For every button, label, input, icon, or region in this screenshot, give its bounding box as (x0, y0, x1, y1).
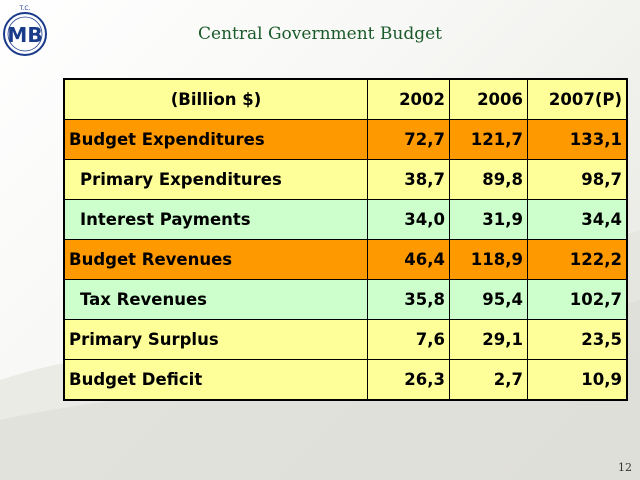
row-label: Tax Revenues (63, 279, 368, 320)
header-2007: 2007(P) (527, 78, 628, 120)
cell-2006: 2,7 (449, 359, 528, 401)
central-bank-logo: T.C. MB (2, 2, 48, 62)
row-label: Budget Revenues (63, 239, 368, 280)
cell-2007: 98,7 (527, 159, 628, 200)
table-row: Primary Expenditures 38,7 89,8 98,7 (63, 159, 628, 200)
row-label: Interest Payments (63, 199, 368, 240)
cell-2007: 34,4 (527, 199, 628, 240)
header-2002: 2002 (367, 78, 450, 120)
slide-title: Central Government Budget (198, 24, 442, 44)
table-row: Primary Surplus 7,6 29,1 23,5 (63, 319, 628, 360)
logo-top-text: T.C. (19, 5, 31, 12)
cell-2002: 38,7 (367, 159, 450, 200)
cell-2002: 46,4 (367, 239, 450, 280)
cell-2007: 10,9 (527, 359, 628, 401)
cell-2007: 23,5 (527, 319, 628, 360)
cell-2002: 72,7 (367, 119, 450, 160)
cell-2007: 102,7 (527, 279, 628, 320)
page-number: 12 (618, 461, 632, 474)
row-label: Budget Deficit (63, 359, 368, 401)
cell-2007: 122,2 (527, 239, 628, 280)
budget-table: (Billion $) 2002 2006 2007(P) Budget Exp… (63, 78, 628, 401)
cell-2006: 121,7 (449, 119, 528, 160)
row-label: Budget Expenditures (63, 119, 368, 160)
cell-2002: 7,6 (367, 319, 450, 360)
table-row: Budget Expenditures 72,7 121,7 133,1 (63, 119, 628, 160)
table-row: Budget Deficit 26,3 2,7 10,9 (63, 359, 628, 401)
table-header-row: (Billion $) 2002 2006 2007(P) (63, 78, 628, 120)
cell-2006: 89,8 (449, 159, 528, 200)
header-label: (Billion $) (63, 78, 368, 120)
row-label: Primary Surplus (63, 319, 368, 360)
cell-2007: 133,1 (527, 119, 628, 160)
cell-2002: 34,0 (367, 199, 450, 240)
row-label: Primary Expenditures (63, 159, 368, 200)
table-row: Budget Revenues 46,4 118,9 122,2 (63, 239, 628, 280)
header-2006: 2006 (449, 78, 528, 120)
cell-2002: 26,3 (367, 359, 450, 401)
cell-2006: 95,4 (449, 279, 528, 320)
table-row: Interest Payments 34,0 31,9 34,4 (63, 199, 628, 240)
logo-letters: MB (7, 23, 42, 47)
cell-2006: 31,9 (449, 199, 528, 240)
cell-2002: 35,8 (367, 279, 450, 320)
table-row: Tax Revenues 35,8 95,4 102,7 (63, 279, 628, 320)
cell-2006: 29,1 (449, 319, 528, 360)
cell-2006: 118,9 (449, 239, 528, 280)
